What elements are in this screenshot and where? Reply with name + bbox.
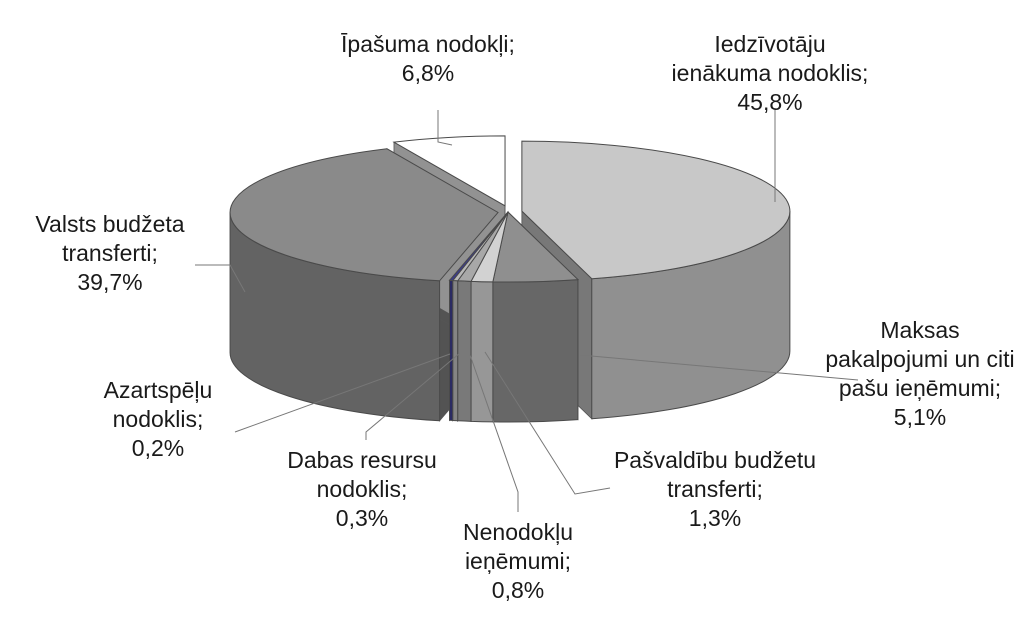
- slice-label-3-line-2: 0,8%: [492, 577, 544, 603]
- leader-line-4: [365, 352, 461, 440]
- leader-line-6: [195, 264, 246, 293]
- slice-label-1-line-1: pakalpojumi un citi: [825, 346, 1014, 372]
- slice-1-outer-wall: [492, 279, 579, 423]
- slice-label-7-line-0: Īpašuma nodokļi;: [341, 31, 515, 57]
- slice-label-5-line-1: nodoklis;: [113, 406, 204, 432]
- slice-label-0-line-1: ienākuma nodoklis;: [672, 60, 869, 86]
- slice-label-4: Dabas resursu nodoklis; 0,3%: [287, 447, 437, 531]
- slice-label-4-line-1: nodoklis;: [317, 476, 408, 502]
- slice-label-6-line-1: transferti;: [62, 240, 158, 266]
- slice-label-5-line-0: Azartspēļu: [104, 377, 213, 403]
- slice-3-outer-wall: [457, 280, 472, 422]
- slice-7-top: [392, 135, 506, 207]
- leader-line-1: [579, 354, 859, 381]
- slice-label-1-line-2: pašu ieņēmumi;: [839, 375, 1001, 401]
- slice-4-outer-wall: [452, 279, 459, 422]
- slice-6-top: [229, 148, 499, 282]
- leader-line-3: [469, 354, 519, 512]
- slice-label-2-line-1: transferti;: [667, 476, 763, 502]
- pie-tops: [229, 135, 791, 283]
- slice-5-top: [448, 211, 509, 282]
- slice-label-0-line-2: 45,8%: [737, 89, 802, 115]
- leader-line-7: [437, 110, 453, 146]
- slice-label-3-line-1: ieņēmumi;: [465, 548, 571, 574]
- slice-label-4-line-2: 0,3%: [336, 505, 388, 531]
- slice-label-1: Maksas pakalpojumi un citi pašu ieņēmumi; 5…: [825, 317, 1014, 430]
- slice-label-0-line-0: Iedzīvotāju: [714, 31, 825, 57]
- slice-label-2-line-2: 1,3%: [689, 505, 741, 531]
- slice-label-6-line-0: Valsts budžeta: [35, 211, 184, 237]
- slice-label-1-line-3: 5,1%: [894, 404, 946, 430]
- slice-label-3: Nenodokļu ieņēmumi; 0,8%: [463, 519, 573, 603]
- slice-label-5: Azartspēļu nodoklis; 0,2%: [104, 377, 213, 461]
- slice-label-6: Valsts budžeta transferti; 39,7%: [35, 211, 184, 295]
- slice-label-2: Pašvaldību budžetu transferti; 1,3%: [614, 447, 816, 531]
- slice-label-5-line-2: 0,2%: [132, 435, 184, 461]
- slice-label-7: Īpašuma nodokļi; 6,8%: [341, 31, 515, 86]
- slice-label-4-line-0: Dabas resursu: [287, 447, 437, 473]
- slice-label-1-line-0: Maksas: [880, 317, 959, 343]
- labels: Iedzīvotāju ienākuma nodoklis; 45,8% Maksas…: [35, 31, 1014, 603]
- slice-label-0: Iedzīvotāju ienākuma nodoklis; 45,8%: [672, 31, 869, 115]
- leader-line-5: [234, 353, 451, 433]
- slice-label-3-line-0: Nenodokļu: [463, 519, 573, 545]
- slice-label-7-line-1: 6,8%: [402, 60, 454, 86]
- slice-label-2-line-0: Pašvaldību budžetu: [614, 447, 816, 473]
- slice-2-outer-wall: [470, 280, 494, 423]
- slice-0-top: [521, 140, 791, 280]
- leader-line-2: [484, 351, 611, 495]
- slice-label-6-line-2: 39,7%: [77, 269, 142, 295]
